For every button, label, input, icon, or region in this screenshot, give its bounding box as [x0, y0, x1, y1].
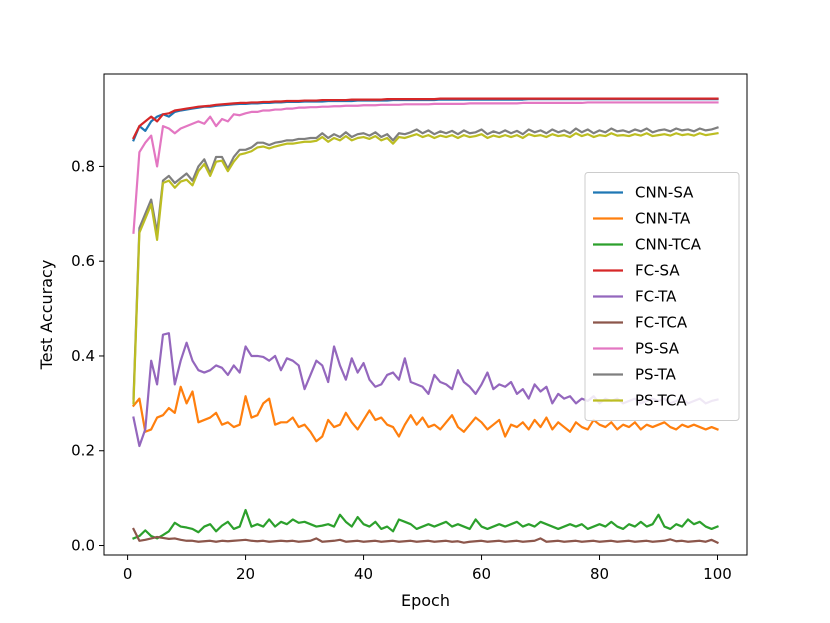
- x-tick-label: 80: [590, 565, 609, 583]
- legend-box: [584, 172, 740, 421]
- series-layer: [131, 97, 719, 545]
- legend-label-cnn-tca: CNN-TCA: [635, 236, 702, 254]
- x-tick-label: 40: [354, 565, 373, 583]
- legend: CNN-SA CNN-TA CNN-TCA FC-SA FC-TA FC-TCA PS-SA…: [584, 172, 740, 421]
- y-tick-label: 0.0: [71, 537, 95, 555]
- y-tick-label: 0.4: [71, 347, 95, 365]
- series-line-fc-tca: [132, 527, 719, 545]
- x-tick-label: 60: [472, 565, 491, 583]
- y-tick-label: 0.2: [71, 442, 95, 460]
- x-axis: 0 20 40 60 80 100: [123, 555, 732, 583]
- plot-frame: [103, 73, 748, 556]
- legend-label-ps-tca: PS-TCA: [635, 392, 687, 410]
- series-line-ps-tca: [132, 131, 719, 405]
- series-line-fc-sa: [132, 97, 719, 140]
- x-tick-label: 0: [123, 565, 133, 583]
- legend-label-cnn-ta: CNN-TA: [635, 210, 691, 228]
- series-line-ps-sa: [132, 101, 719, 234]
- x-tick-label: 100: [703, 565, 732, 583]
- y-axis: 0.0 0.2 0.4 0.6 0.8: [71, 157, 104, 555]
- x-tick-label: 20: [236, 565, 255, 583]
- x-axis-label: Epoch: [401, 591, 450, 610]
- legend-label-ps-sa: PS-SA: [635, 340, 680, 358]
- series-line-cnn-ta: [131, 385, 719, 443]
- series-line-cnn-tca: [132, 508, 719, 540]
- legend-label-fc-sa: FC-SA: [635, 262, 680, 280]
- y-axis-label: Test Accuracy: [37, 260, 56, 371]
- y-tick-label: 0.6: [71, 252, 95, 270]
- y-tick-label: 0.8: [71, 157, 95, 175]
- series-line-ps-ta: [132, 126, 719, 400]
- legend-label-fc-tca: FC-TCA: [635, 314, 688, 332]
- legend-label-ps-ta: PS-TA: [635, 366, 677, 384]
- legend-label-fc-ta: FC-TA: [635, 288, 677, 306]
- legend-label-cnn-sa: CNN-SA: [635, 184, 694, 202]
